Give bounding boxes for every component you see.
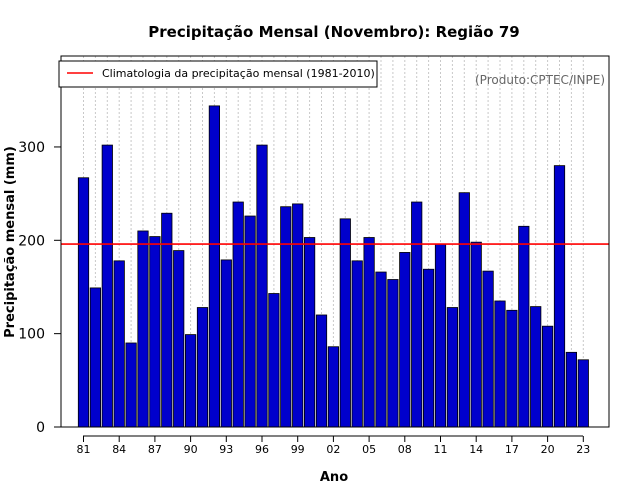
- x-tick-label-14: 14: [469, 443, 483, 456]
- bar-1989: [173, 250, 185, 428]
- bar-2018: [518, 225, 530, 428]
- y-tick-label-200: 200: [18, 233, 45, 249]
- bar-2016: [494, 300, 506, 428]
- bar-1996: [256, 144, 268, 428]
- chart-title: Precipitação Mensal (Novembro): Região 7…: [148, 23, 519, 41]
- bar-1985: [125, 342, 137, 428]
- bars: [77, 105, 589, 428]
- bar-1998: [280, 206, 292, 428]
- bar-2014: [470, 241, 482, 428]
- bar-2017: [506, 309, 518, 428]
- bar-1993: [220, 259, 232, 428]
- legend: Climatologia da precipitação mensal (198…: [58, 60, 378, 88]
- bar-2021: [553, 165, 566, 428]
- bar-2011: [434, 243, 447, 428]
- x-tick-label-20: 20: [541, 443, 555, 456]
- x-tick-label-23: 23: [576, 443, 590, 456]
- bar-1994: [232, 201, 244, 428]
- bar-2013: [458, 192, 470, 428]
- bar-2008: [399, 252, 411, 428]
- bar-2015: [482, 270, 494, 428]
- y-axis-label: Precipitação mensal (mm): [3, 146, 18, 338]
- bar-2000: [303, 237, 316, 428]
- bar-1986: [137, 230, 149, 428]
- bar-1982: [89, 287, 101, 428]
- x-tick-label-93: 93: [219, 443, 233, 456]
- x-tick-label-99: 99: [291, 443, 305, 456]
- x-tick-label-05: 05: [362, 443, 376, 456]
- bar-2002: [327, 346, 340, 428]
- x-tick-label-96: 96: [255, 443, 269, 456]
- bar-2004: [351, 260, 363, 428]
- bar-2019: [530, 306, 542, 428]
- bar-1990: [184, 334, 197, 428]
- bar-2001: [315, 314, 328, 428]
- x-axis: 81 84 87 90 93 96 99 02 05 08 11 14 17 20 23: [77, 435, 590, 456]
- x-tick-label-11: 11: [434, 443, 448, 456]
- y-tick-label-100: 100: [18, 327, 45, 343]
- bar-1987: [149, 236, 161, 428]
- bar-1992: [208, 105, 220, 428]
- bar-2023: [577, 359, 589, 428]
- bar-2020: [542, 325, 554, 428]
- y-axis: 0 100 200 300: [18, 140, 62, 436]
- bar-2012: [446, 307, 459, 428]
- bar-2007: [387, 279, 399, 428]
- bar-2010: [422, 268, 435, 428]
- x-tick-label-17: 17: [505, 443, 519, 456]
- x-tick-label-08: 08: [398, 443, 412, 456]
- bar-1997: [268, 293, 280, 428]
- x-tick-label-87: 87: [148, 443, 162, 456]
- x-axis-label: Ano: [320, 470, 348, 485]
- x-tick-label-81: 81: [77, 443, 91, 456]
- bar-2009: [411, 201, 423, 428]
- bar-2022: [565, 351, 578, 428]
- bar-1999: [292, 203, 304, 428]
- legend-box: [58, 60, 378, 88]
- bar-1991: [196, 307, 209, 428]
- x-tick-label-02: 02: [326, 443, 340, 456]
- y-tick-label-0: 0: [36, 420, 45, 436]
- x-tick-label-84: 84: [112, 443, 126, 456]
- bar-1981: [77, 177, 90, 428]
- bar-1984: [113, 260, 125, 428]
- x-tick-label-90: 90: [184, 443, 198, 456]
- bar-2003: [339, 218, 351, 428]
- bar-1988: [161, 212, 173, 428]
- y-tick-label-300: 300: [18, 140, 45, 156]
- bar-1983: [101, 144, 113, 428]
- legend-label: Climatologia da precipitação mensal (198…: [102, 67, 375, 80]
- bar-1995: [244, 215, 256, 428]
- source-label: (Produto:CPTEC/INPE): [475, 73, 605, 87]
- bar-2006: [375, 271, 387, 428]
- bar-2005: [363, 237, 375, 428]
